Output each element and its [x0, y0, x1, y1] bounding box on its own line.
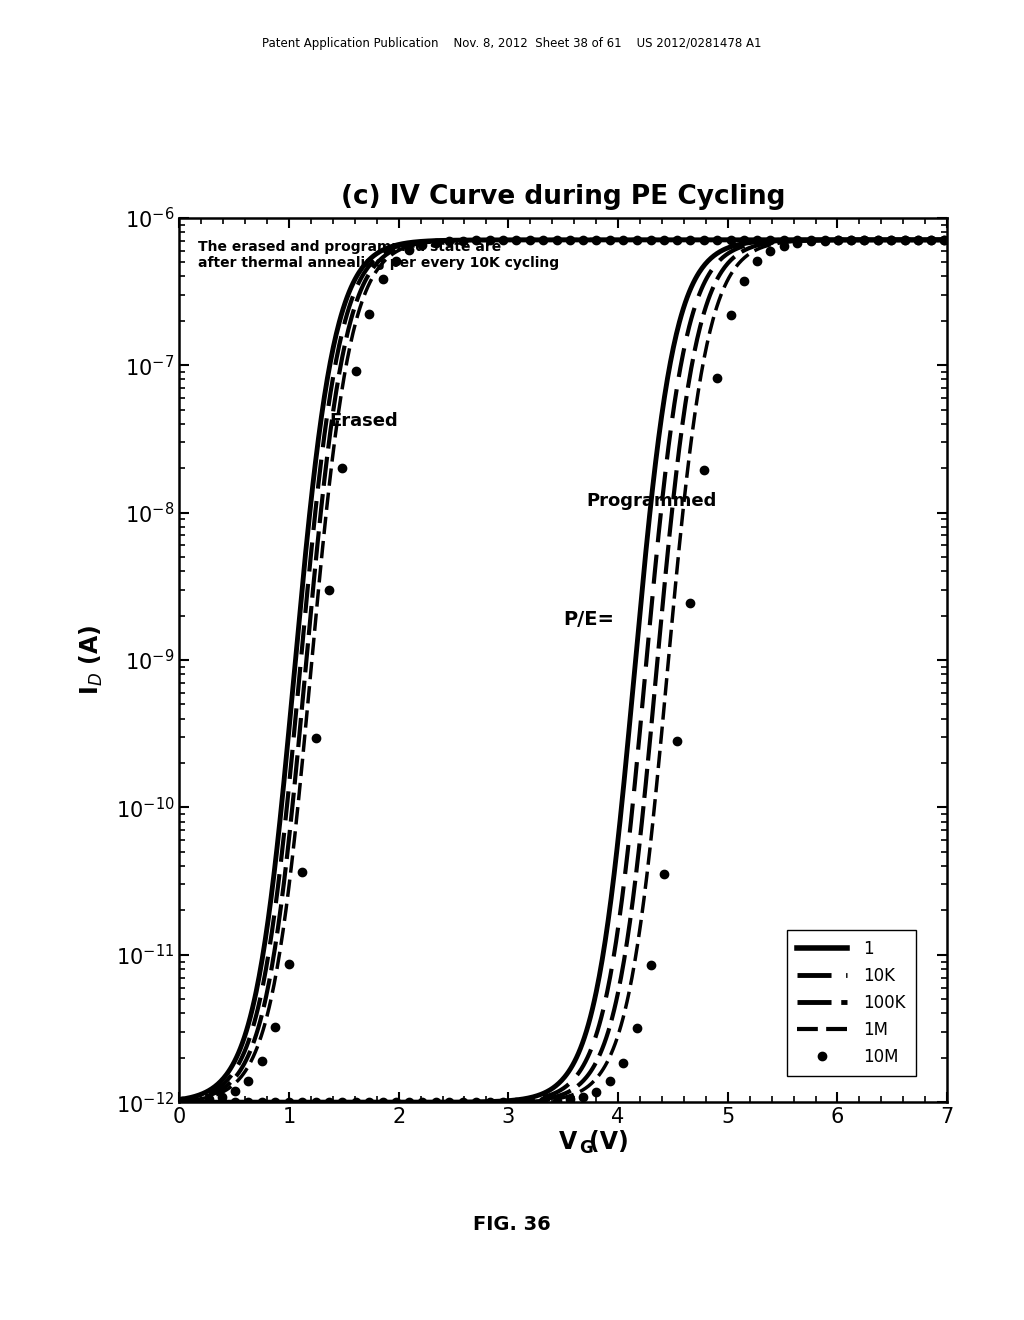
Legend: 1, 10K, 100K, 1M, 10M: 1, 10K, 100K, 1M, 10M: [786, 929, 915, 1076]
Text: G: G: [579, 1139, 593, 1158]
Y-axis label: I$_D$ (A): I$_D$ (A): [78, 624, 104, 696]
Text: Erased: Erased: [329, 412, 397, 430]
Text: FIG. 36: FIG. 36: [473, 1216, 551, 1234]
Text: Patent Application Publication    Nov. 8, 2012  Sheet 38 of 61    US 2012/028147: Patent Application Publication Nov. 8, 2…: [262, 37, 762, 50]
Text: Programmed: Programmed: [586, 492, 717, 510]
Text: The erased and programmed state are
after thermal annealing per every 10K cyclin: The erased and programmed state are afte…: [199, 240, 559, 271]
Text: P/E=: P/E=: [563, 610, 614, 630]
Text: V: V: [559, 1130, 578, 1154]
Title: (c) IV Curve during PE Cycling: (c) IV Curve during PE Cycling: [341, 183, 785, 210]
Text: (V): (V): [590, 1130, 629, 1154]
